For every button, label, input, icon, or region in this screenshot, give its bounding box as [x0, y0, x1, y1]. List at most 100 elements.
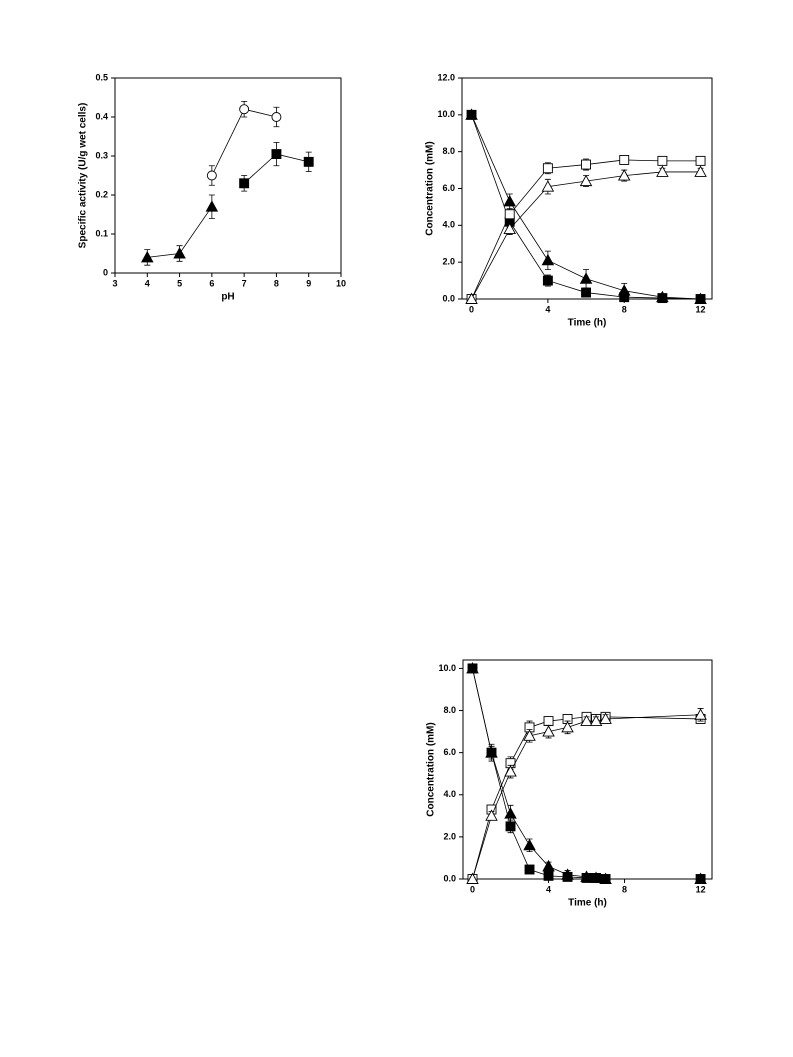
marker — [504, 765, 517, 777]
marker — [657, 155, 668, 166]
y-tick-label: 2.0 — [442, 257, 455, 267]
marker — [542, 725, 555, 737]
x-tick-label: 9 — [306, 278, 311, 288]
marker — [656, 290, 669, 303]
marker — [523, 729, 536, 741]
marker — [579, 272, 593, 284]
marker — [589, 714, 603, 727]
y-tick-label: 0.1 — [95, 228, 108, 238]
marker — [466, 661, 479, 674]
marker — [523, 838, 536, 851]
x-tick-label: 6 — [209, 278, 214, 288]
marker — [205, 200, 219, 212]
marker — [656, 165, 669, 177]
x-tick-label: 0 — [470, 884, 475, 894]
marker — [695, 155, 706, 166]
marker — [542, 163, 553, 174]
y-axis-title: Concentration (mM) — [425, 141, 436, 235]
marker — [694, 708, 707, 720]
x-tick-label: 8 — [622, 304, 627, 314]
y-tick-label: 0.0 — [442, 293, 455, 303]
y-tick-label: 10.0 — [437, 109, 455, 119]
marker — [505, 821, 516, 832]
y-tick-label: 0.3 — [95, 150, 108, 160]
y-tick-label: 4.0 — [443, 789, 456, 799]
marker — [561, 868, 574, 880]
marker — [543, 716, 554, 727]
series-line — [472, 668, 701, 880]
marker — [485, 809, 498, 821]
marker — [561, 720, 574, 733]
y-tick-label: 8.0 — [443, 705, 456, 715]
y-tick-label: 4.0 — [442, 220, 455, 230]
y-axis-title: Specific activity (U/g wet cells) — [78, 103, 89, 249]
marker — [541, 180, 555, 192]
marker — [694, 292, 707, 304]
marker — [543, 870, 554, 881]
marker — [271, 112, 282, 122]
marker — [466, 872, 479, 884]
x-tick-label: 8 — [622, 884, 627, 894]
y-tick-label: 0 — [103, 267, 108, 277]
marker — [524, 864, 535, 875]
marker — [141, 250, 154, 263]
marker — [579, 174, 593, 187]
marker — [581, 159, 591, 170]
marker — [173, 247, 186, 259]
marker — [589, 871, 603, 883]
marker — [465, 292, 478, 304]
y-tick-label: 0.0 — [443, 873, 456, 883]
series-line — [472, 714, 701, 880]
x-tick-label: 3 — [112, 278, 117, 288]
marker — [617, 284, 631, 296]
marker — [239, 178, 250, 189]
x-tick-label: 0 — [469, 304, 474, 314]
marker — [617, 169, 631, 181]
x-tick-label: 8 — [274, 278, 279, 288]
y-tick-label: 12.0 — [437, 72, 455, 82]
marker — [303, 156, 314, 167]
marker — [694, 872, 707, 884]
plot-frame — [114, 77, 342, 274]
x-tick-label: 4 — [546, 884, 551, 894]
x-tick-label: 5 — [177, 278, 182, 288]
marker — [504, 209, 515, 220]
marker — [503, 194, 516, 207]
y-tick-label: 6.0 — [442, 183, 455, 193]
marker — [599, 872, 612, 884]
marker — [271, 149, 282, 160]
x-tick-label: 4 — [145, 278, 150, 288]
marker — [580, 870, 593, 882]
y-tick-label: 0.2 — [95, 189, 108, 199]
series-line — [472, 716, 701, 880]
x-tick-label: 12 — [696, 304, 706, 314]
y-tick-label: 10.0 — [438, 663, 456, 673]
marker — [503, 222, 516, 234]
marker — [206, 170, 217, 181]
y-axis-title: Concentration (mM) — [426, 722, 437, 816]
y-tick-label: 8.0 — [442, 146, 455, 156]
marker — [504, 807, 517, 819]
marker — [694, 165, 707, 177]
x-tick-label: 12 — [696, 884, 706, 894]
x-axis-title: pH — [221, 292, 234, 303]
y-tick-label: 6.0 — [443, 747, 456, 757]
x-tick-label: 7 — [242, 278, 247, 288]
marker — [581, 287, 591, 298]
y-tick-label: 0.4 — [95, 111, 108, 121]
marker — [599, 712, 612, 724]
plot-frame — [462, 659, 713, 880]
marker — [542, 859, 555, 872]
marker — [580, 714, 593, 727]
x-tick-label: 4 — [545, 304, 550, 314]
marker — [239, 104, 250, 115]
marker — [619, 155, 630, 165]
series-line — [211, 108, 277, 176]
y-tick-label: 2.0 — [443, 831, 456, 841]
marker — [465, 108, 478, 120]
marker — [485, 746, 498, 758]
x-tick-label: 10 — [336, 278, 346, 288]
marker — [542, 275, 553, 286]
y-tick-label: 0.5 — [95, 72, 108, 82]
